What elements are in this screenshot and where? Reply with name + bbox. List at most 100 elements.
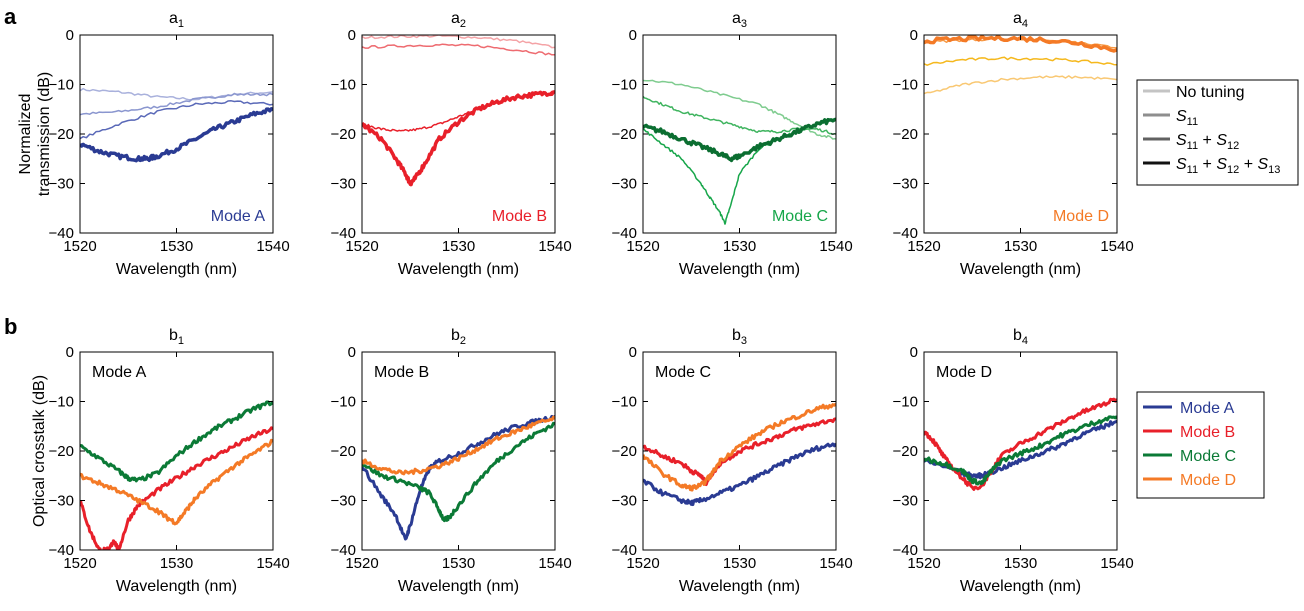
x-tick-label: 1540 [819, 238, 852, 255]
series-line [80, 426, 273, 550]
series-line [80, 92, 273, 116]
y-tick-label: 0 [910, 344, 918, 361]
panel-annotation: Mode B [374, 364, 429, 381]
series-line [362, 421, 555, 523]
y-tick-label: −30 [331, 176, 356, 193]
legend-entry: S11 + S12 [1176, 132, 1239, 152]
y-tick-label: −10 [893, 394, 918, 411]
y-tick-label: 0 [66, 344, 74, 361]
y-tick-label: −30 [49, 176, 74, 193]
y-tick-label: 0 [629, 27, 637, 44]
y-tick-label: −40 [331, 225, 356, 242]
series-line [362, 414, 555, 541]
x-axis-label: Wavelength (nm) [116, 261, 237, 278]
series-line [643, 442, 836, 507]
y-tick-label: −30 [49, 493, 74, 510]
x-tick-label: 1540 [256, 555, 289, 572]
series-line [362, 90, 555, 187]
x-tick-label: 1530 [442, 555, 475, 572]
x-axis-label: Wavelength (nm) [398, 261, 519, 278]
y-tick-label: −40 [893, 542, 918, 559]
y-tick-label: 0 [348, 27, 356, 44]
panel-title: a1 [169, 10, 184, 30]
x-tick-label: 1520 [907, 238, 940, 255]
panel-annotation: Mode C [772, 208, 828, 225]
x-tick-label: 1520 [345, 238, 378, 255]
x-tick-label: 1520 [63, 555, 96, 572]
panel-annotation: Mode A [211, 208, 266, 225]
x-axis-label: Wavelength (nm) [960, 261, 1081, 278]
x-tick-label: 1540 [256, 238, 289, 255]
y-tick-label: −10 [49, 77, 74, 94]
series-line [643, 79, 836, 140]
x-tick-label: 1530 [723, 238, 756, 255]
y-tick-label: −40 [893, 225, 918, 242]
x-axis-label: Wavelength (nm) [960, 578, 1081, 595]
y-tick-label: −20 [893, 126, 918, 143]
x-tick-label: 1520 [626, 238, 659, 255]
series-line [362, 415, 555, 476]
x-tick-label: 1520 [63, 238, 96, 255]
x-tick-label: 1520 [907, 555, 940, 572]
x-tick-label: 1540 [538, 555, 571, 572]
plot-frame [79, 351, 274, 551]
series-line [643, 95, 836, 136]
y-tick-label: −40 [612, 542, 637, 559]
x-tick-label: 1530 [723, 555, 756, 572]
y-tick-label: −10 [331, 394, 356, 411]
series-line [80, 400, 273, 483]
panel-title: a3 [732, 10, 747, 30]
x-axis-label: Wavelength (nm) [116, 578, 237, 595]
legend-entry: Mode D [1180, 472, 1236, 489]
y-tick-label: 0 [66, 27, 74, 44]
series-line [362, 43, 555, 56]
y-tick-label: 0 [629, 344, 637, 361]
panel-annotation: Mode D [1053, 208, 1109, 225]
tuning-legend: No tuning S11 S11 + S12 S11 + S12 + S13 [1136, 79, 1299, 186]
row-label-b: b [4, 314, 17, 339]
x-tick-label: 1530 [160, 238, 193, 255]
y-tick-label: −30 [612, 176, 637, 193]
series-line [924, 75, 1117, 95]
y-tick-label: −40 [331, 542, 356, 559]
x-axis-label: Wavelength (nm) [679, 261, 800, 278]
series-line [80, 100, 273, 140]
row-label-a: a [4, 4, 17, 29]
y-tick-label: −10 [612, 77, 637, 94]
series-line [924, 397, 1117, 491]
legend-entry: No tuning [1176, 84, 1245, 101]
y-tick-label: −10 [331, 77, 356, 94]
y-tick-label: −40 [49, 225, 74, 242]
x-tick-label: 1540 [1100, 238, 1133, 255]
legend-entry: Mode B [1180, 424, 1235, 441]
legend-entry: Mode C [1180, 448, 1236, 465]
x-tick-label: 1540 [1100, 555, 1133, 572]
y-tick-label: 0 [348, 344, 356, 361]
x-tick-label: 1530 [442, 238, 475, 255]
series-line [80, 107, 273, 163]
y-axis-label: Optical crosstalk (dB) [31, 375, 48, 527]
x-tick-label: 1540 [538, 238, 571, 255]
x-tick-label: 1530 [160, 555, 193, 572]
y-tick-label: −10 [49, 394, 74, 411]
plot-frame [361, 34, 556, 234]
panel-title: a4 [1013, 10, 1028, 30]
y-tick-label: −30 [331, 493, 356, 510]
x-tick-label: 1520 [345, 555, 378, 572]
y-tick-label: −30 [893, 493, 918, 510]
plot-frame [79, 34, 274, 234]
y-tick-label: −20 [331, 443, 356, 460]
series-line [924, 56, 1117, 66]
y-tick-label: 0 [910, 27, 918, 44]
plot-frame [923, 34, 1118, 234]
panel-title: b2 [451, 327, 466, 347]
legend-entry: S11 [1176, 108, 1198, 128]
panel-annotation: Mode B [492, 208, 547, 225]
y-tick-label: −10 [612, 394, 637, 411]
